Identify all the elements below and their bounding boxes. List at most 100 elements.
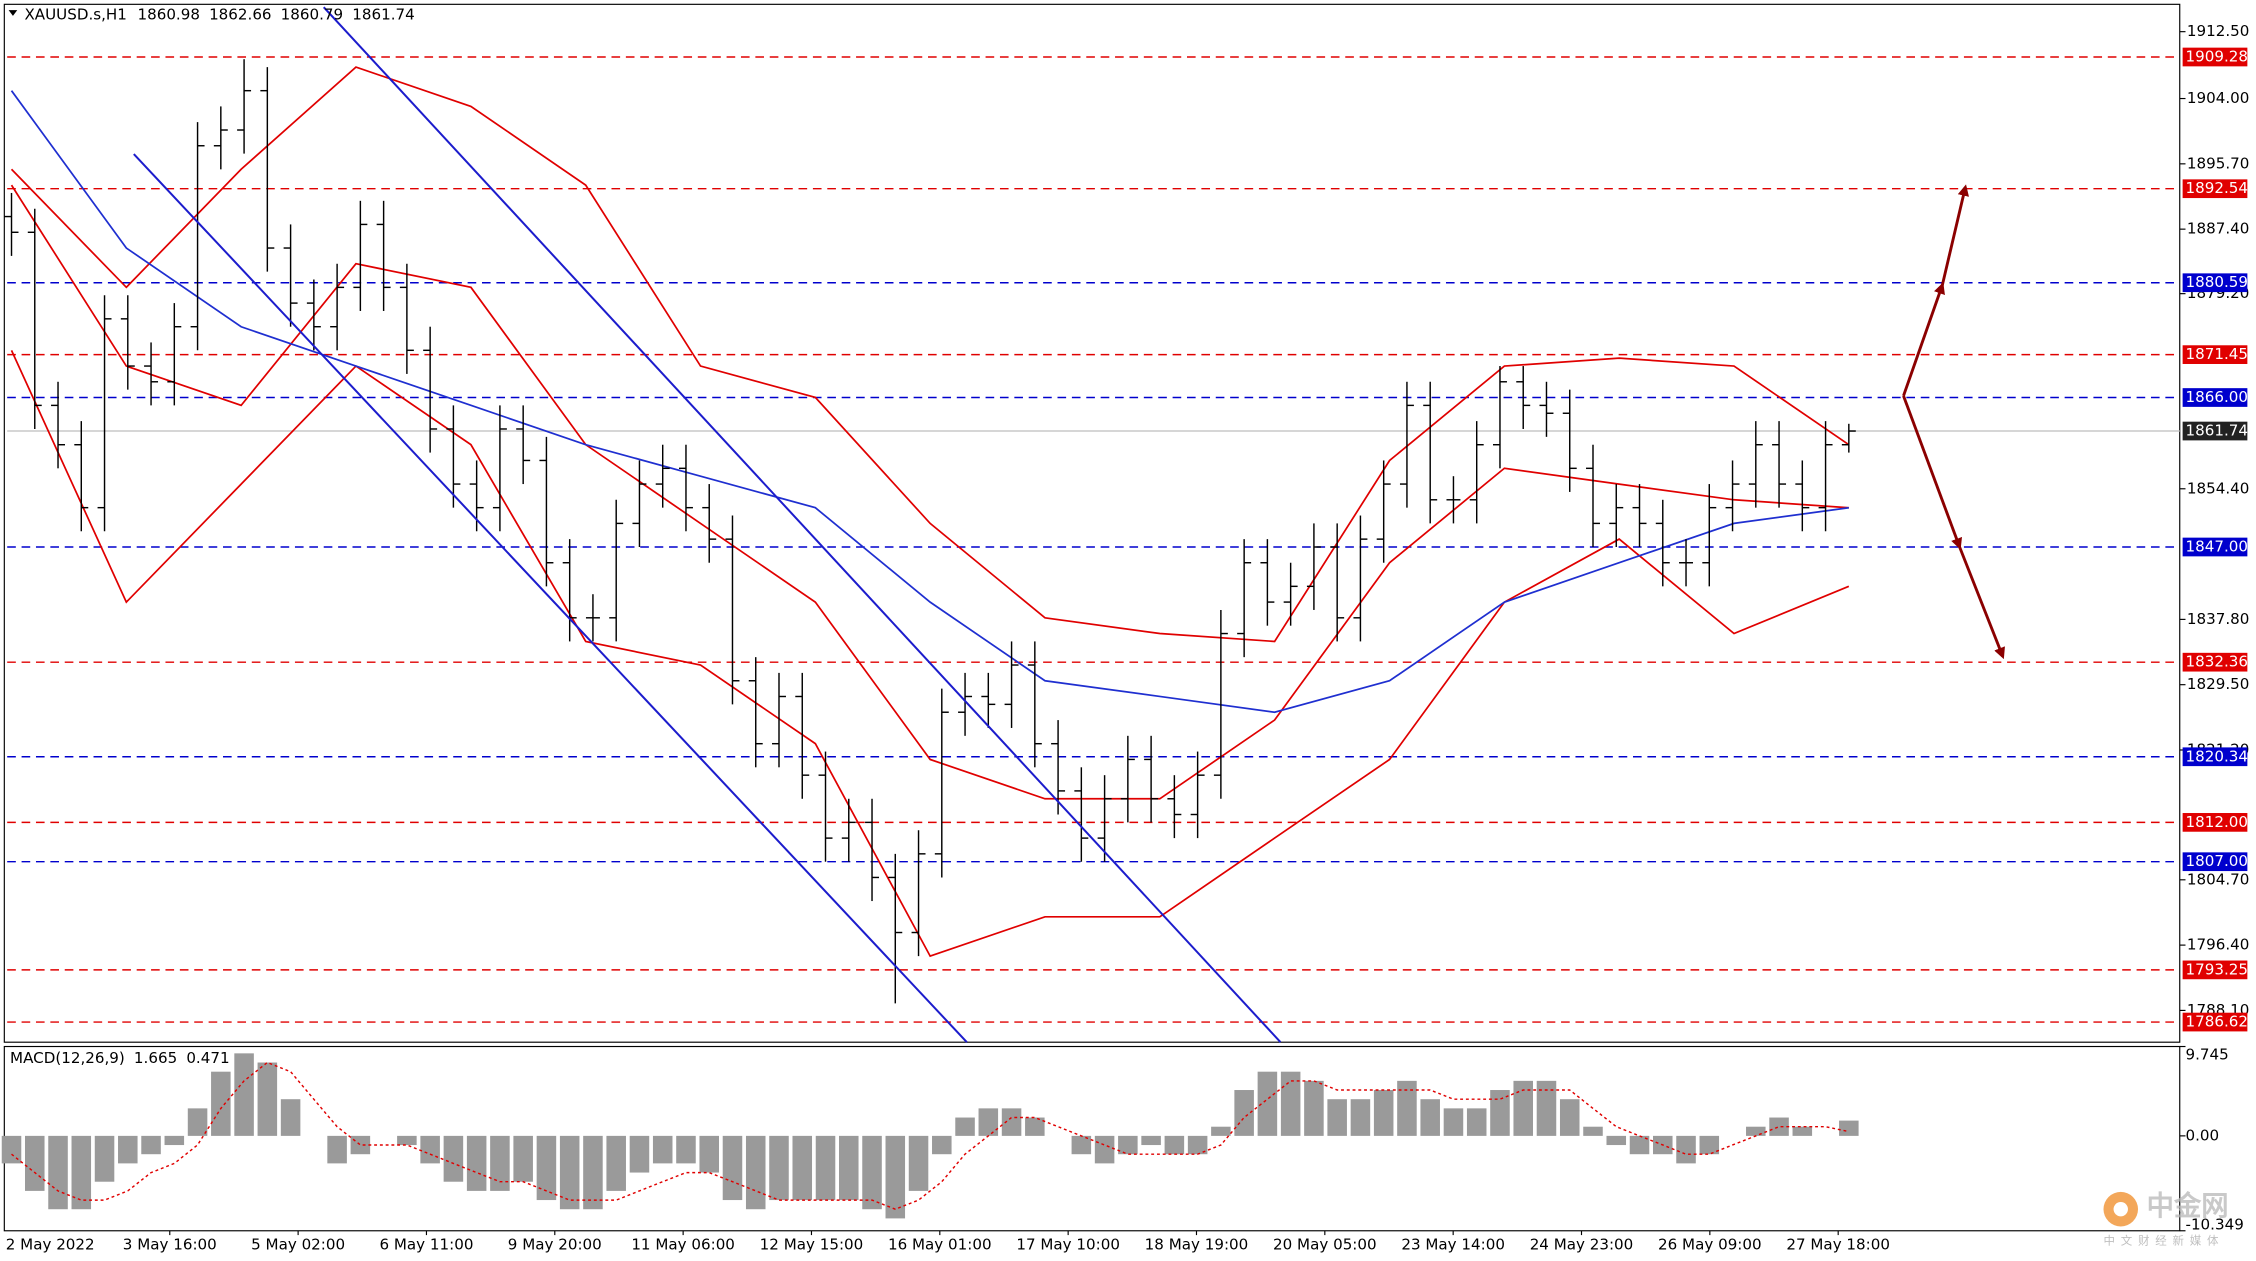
watermark: 中金网 中文财经新媒体: [2103, 1190, 2229, 1247]
macd-bar: [1536, 1080, 1557, 1136]
y-tick-label: 1804.70: [2187, 870, 2249, 888]
x-tick-label: 27 May 18:00: [1786, 1236, 1890, 1254]
macd-bar: [48, 1135, 68, 1210]
macd-bar: [327, 1135, 347, 1164]
macd-bar: [1466, 1108, 1487, 1136]
x-tick-label: 18 May 19:00: [1145, 1236, 1249, 1254]
macd-bar: [815, 1135, 836, 1201]
macd-bar: [1187, 1135, 1208, 1155]
macd-bar: [1490, 1090, 1510, 1136]
y-tick-label: 1796.40: [2187, 936, 2249, 954]
macd-bar: [187, 1108, 208, 1136]
arrow-down: [1902, 395, 1963, 550]
level-label: 1832.36: [2186, 653, 2248, 671]
axis-bg: [2181, 0, 2256, 1261]
macd-bar: [769, 1135, 789, 1201]
level-label-box: [2182, 852, 2248, 872]
y-tick-label: 1837.80: [2187, 610, 2249, 628]
macd-bar: [745, 1135, 766, 1210]
macd-tick-label: -10.349: [2186, 1216, 2244, 1234]
y-tick-label: 1829.50: [2187, 675, 2249, 693]
macd-bar: [583, 1135, 603, 1210]
macd-bar: [397, 1135, 417, 1146]
level-label-box: [2182, 47, 2248, 67]
macd-signal-line: [11, 1061, 1849, 1210]
macd-bar: [1373, 1090, 1394, 1136]
macd-bar: [1071, 1135, 1092, 1155]
x-tick-label: 9 May 20:00: [508, 1236, 602, 1254]
macd-tick-label: 0.00: [2186, 1126, 2220, 1144]
header-open: 1860.98: [137, 5, 199, 23]
macd-bar: [559, 1135, 580, 1210]
macd-bar: [1025, 1117, 1045, 1136]
indicator-line: [10, 184, 1849, 800]
price-axis: 1912.501904.001895.701887.401879.201854.…: [2179, 0, 2256, 1261]
channel-line: [133, 153, 968, 1043]
arrow-down: [1958, 546, 2005, 660]
trend-channel: [133, 6, 1282, 1043]
macd-bar: [1304, 1080, 1324, 1136]
x-tick-label: 26 May 09:00: [1658, 1236, 1762, 1254]
x-tick-label: 17 May 10:00: [1016, 1236, 1120, 1254]
macd-bar: [1094, 1135, 1115, 1164]
macd-bar: [1420, 1099, 1440, 1136]
level-label-box: [2182, 421, 2248, 441]
indicator-line: [10, 66, 1850, 643]
macd-bar: [1606, 1135, 1627, 1146]
macd-bar: [1839, 1120, 1859, 1136]
macd-bar: [978, 1108, 999, 1136]
macd-bar: [908, 1135, 929, 1191]
x-tick-label: 24 May 23:00: [1530, 1236, 1634, 1254]
chart-header: XAUUSD.s,H1 1860.98 1862.66 1860.79 1861…: [24, 5, 414, 23]
macd-bar: [652, 1135, 673, 1164]
level-label-box: [2182, 960, 2248, 980]
macd-bar: [211, 1071, 231, 1136]
indicator-line: [10, 90, 1849, 714]
macd-bar: [1211, 1126, 1231, 1136]
macd-bar: [676, 1135, 696, 1164]
macd-bar: [1164, 1135, 1185, 1155]
main-pane: [3, 3, 2181, 1043]
macd-bar: [629, 1135, 650, 1173]
macd-bar: [606, 1135, 626, 1191]
macd-label: MACD(12,26,9): [10, 1049, 125, 1067]
macd-bar: [350, 1135, 371, 1155]
x-tick-label: 20 May 05:00: [1273, 1236, 1377, 1254]
symbol: XAUUSD.s,H1: [24, 5, 126, 23]
level-label-box: [2182, 747, 2248, 767]
macd-bar: [1769, 1117, 1789, 1136]
level-label: 1807.00: [2186, 852, 2248, 870]
level-label-box: [2182, 813, 2248, 832]
x-tick-label: 5 May 02:00: [251, 1236, 345, 1254]
macd-bar: [420, 1135, 440, 1164]
macd-bar: [1327, 1099, 1347, 1136]
y-tick-label: 1912.50: [2187, 22, 2249, 40]
macd-bar: [164, 1135, 185, 1146]
macd-bar: [257, 1062, 278, 1136]
macd-bar: [955, 1117, 975, 1136]
macd-bar: [792, 1135, 813, 1201]
level-label-box: [2182, 273, 2248, 293]
watermark-text: 中金网: [2147, 1190, 2229, 1222]
x-tick-label: 12 May 15:00: [760, 1236, 864, 1254]
macd-bar: [536, 1135, 557, 1201]
macd-bar: [490, 1135, 510, 1191]
macd-bar: [1629, 1135, 1650, 1155]
macd-header: MACD(12,26,9) 1.665 0.471: [10, 1049, 230, 1067]
x-tick-label: 3 May 16:00: [123, 1236, 217, 1254]
macd-bar: [1350, 1099, 1371, 1136]
level-label: 1892.54: [2186, 179, 2248, 197]
macd-bar: [466, 1135, 487, 1191]
levels: [7, 56, 2180, 1023]
macd-main: 1.665: [134, 1049, 177, 1067]
y-tick-label: 1904.00: [2187, 89, 2249, 107]
y-tick-label: 1854.40: [2187, 479, 2249, 497]
macd-bar: [722, 1135, 743, 1201]
level-label-box: [2182, 179, 2248, 199]
scenario-arrows: [1902, 184, 2005, 660]
level-label-box: [2182, 345, 2248, 364]
arrow-up: [1940, 184, 1969, 286]
level-label-box: [2182, 388, 2248, 407]
macd-bar: [1, 1135, 22, 1164]
